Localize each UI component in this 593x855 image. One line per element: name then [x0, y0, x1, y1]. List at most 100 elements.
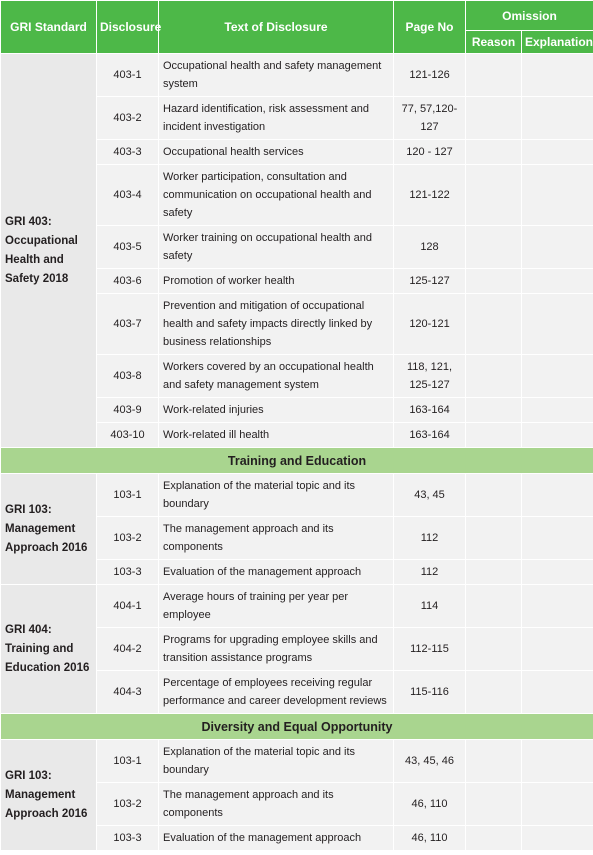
- reason-cell: [465, 627, 522, 671]
- explanation-cell: [521, 782, 593, 826]
- reason-cell: [465, 825, 522, 851]
- header-row: GRI Standard Disclosure Text of Disclosu…: [0, 0, 593, 54]
- disclosure-row: 404-3 Percentage of employees receiving r…: [1, 670, 593, 714]
- page-number: 163-164: [393, 397, 466, 423]
- explanation-cell: [521, 139, 593, 165]
- explanation-cell: [521, 825, 593, 851]
- header-cell: Text of Disclosure: [158, 0, 394, 54]
- explanation-cell: [521, 53, 593, 97]
- explanation-cell: [521, 739, 593, 783]
- disclosure-code: 403-1: [96, 53, 159, 97]
- disclosure-code: 403-5: [96, 225, 159, 269]
- disclosure-row: 403-6 Promotion of worker health 125-127: [1, 268, 593, 294]
- disclosure-row: 103-2 The management approach and its com…: [1, 782, 593, 826]
- header-cell: Omission: [465, 0, 593, 31]
- disclosure-row: GRI 404: Training and Education 2016 404-…: [0, 584, 593, 714]
- page-number: 112: [393, 559, 466, 585]
- page-number: 43, 45: [393, 473, 466, 517]
- disclosure-row: GRI 103: Management Approach 2016 103-1 Ex…: [0, 739, 593, 851]
- header-cell: GRI Standard: [0, 0, 97, 54]
- standard-cell: GRI 404: Training and Education 2016: [0, 584, 97, 714]
- disclosure-code: 404-1: [96, 584, 159, 628]
- disclosure-row: GRI 103: Management Approach 2016 103-1 Ex…: [0, 473, 593, 585]
- page-number: 115-116: [393, 670, 466, 714]
- disclosure-text: The management approach and its componen…: [158, 782, 394, 826]
- reason-cell: [465, 397, 522, 423]
- page-number: 121-122: [393, 164, 466, 226]
- explanation-cell: [521, 516, 593, 560]
- reason-cell: [465, 354, 522, 398]
- page-number: 128: [393, 225, 466, 269]
- disclosure-code: 403-6: [96, 268, 159, 294]
- disclosure-row: 403-9 Work-related injuries 163-164: [1, 397, 593, 423]
- disclosure-text: Programs for upgrading employee skills a…: [158, 627, 394, 671]
- disclosure-text: Worker training on occupational health a…: [158, 225, 394, 269]
- disclosure-code: 403-7: [96, 293, 159, 355]
- page-number: 125-127: [393, 268, 466, 294]
- disclosure-text: Average hours of training per year per e…: [158, 584, 394, 628]
- reason-cell: [465, 53, 522, 97]
- disclosure-text: Occupational health and safety managemen…: [158, 53, 394, 97]
- disclosure-row: 403-10 Work-related ill health 163-164: [1, 422, 593, 448]
- disclosure-code: 403-3: [96, 139, 159, 165]
- page-number: 114: [393, 584, 466, 628]
- table-body: GRI 403: Occupational Health and Safety …: [0, 53, 593, 851]
- explanation-cell: [521, 559, 593, 585]
- reason-cell: [465, 516, 522, 560]
- reason-cell: [465, 782, 522, 826]
- disclosure-text: Work-related injuries: [158, 397, 394, 423]
- disclosure-code: 103-2: [96, 516, 159, 560]
- header-cell: Disclosure: [96, 0, 161, 54]
- explanation-cell: [521, 164, 593, 226]
- page-number: 120 - 127: [393, 139, 466, 165]
- header-cell: Explanation: [521, 30, 593, 54]
- explanation-cell: [521, 397, 593, 423]
- disclosure-text: Evaluation of the management approach: [158, 559, 394, 585]
- reason-cell: [465, 96, 522, 140]
- page-number: 77, 57,120-127: [393, 96, 466, 140]
- reason-cell: [465, 584, 522, 628]
- disclosure-text: Evaluation of the management approach: [158, 825, 394, 851]
- disclosure-row: 103-3 Evaluation of the management approa…: [1, 559, 593, 585]
- disclosure-row: 103-3 Evaluation of the management approa…: [1, 825, 593, 851]
- reason-cell: [465, 164, 522, 226]
- disclosure-code: 403-4: [96, 164, 159, 226]
- disclosure-code: 103-3: [96, 559, 159, 585]
- explanation-cell: [521, 473, 593, 517]
- explanation-cell: [521, 354, 593, 398]
- explanation-cell: [521, 268, 593, 294]
- reason-cell: [465, 670, 522, 714]
- reason-cell: [465, 739, 522, 783]
- page-number: 121-126: [393, 53, 466, 97]
- disclosure-code: 403-8: [96, 354, 159, 398]
- explanation-cell: [521, 584, 593, 628]
- explanation-cell: [521, 422, 593, 448]
- page-number: 46, 110: [393, 782, 466, 826]
- disclosure-row: 103-2 The management approach and its com…: [1, 516, 593, 560]
- disclosure-code: 403-2: [96, 96, 159, 140]
- disclosure-row: 403-2 Hazard identification, risk assessm…: [1, 96, 593, 140]
- header-cell: Page No: [393, 0, 466, 54]
- disclosure-text: Promotion of worker health: [158, 268, 394, 294]
- page-number: 46, 110: [393, 825, 466, 851]
- standard-cell: GRI 403: Occupational Health and Safety …: [0, 53, 97, 448]
- disclosure-row: 403-8 Workers covered by an occupational …: [1, 354, 593, 398]
- reason-cell: [465, 422, 522, 448]
- disclosure-text: Work-related ill health: [158, 422, 394, 448]
- page-number: 118, 121, 125-127: [393, 354, 466, 398]
- disclosure-code: 103-2: [96, 782, 159, 826]
- explanation-cell: [521, 293, 593, 355]
- page-number: 120-121: [393, 293, 466, 355]
- disclosure-code: 103-3: [96, 825, 159, 851]
- disclosure-row: 403-5 Worker training on occupational hea…: [1, 225, 593, 269]
- disclosure-row: 403-4 Worker participation, consultation …: [1, 164, 593, 226]
- disclosure-text: Explanation of the material topic and it…: [158, 739, 394, 783]
- disclosure-text: Explanation of the material topic and it…: [158, 473, 394, 517]
- disclosure-text: Occupational health services: [158, 139, 394, 165]
- reason-cell: [465, 139, 522, 165]
- disclosure-row: GRI 403: Occupational Health and Safety …: [0, 53, 593, 448]
- explanation-cell: [521, 96, 593, 140]
- page-number: 112: [393, 516, 466, 560]
